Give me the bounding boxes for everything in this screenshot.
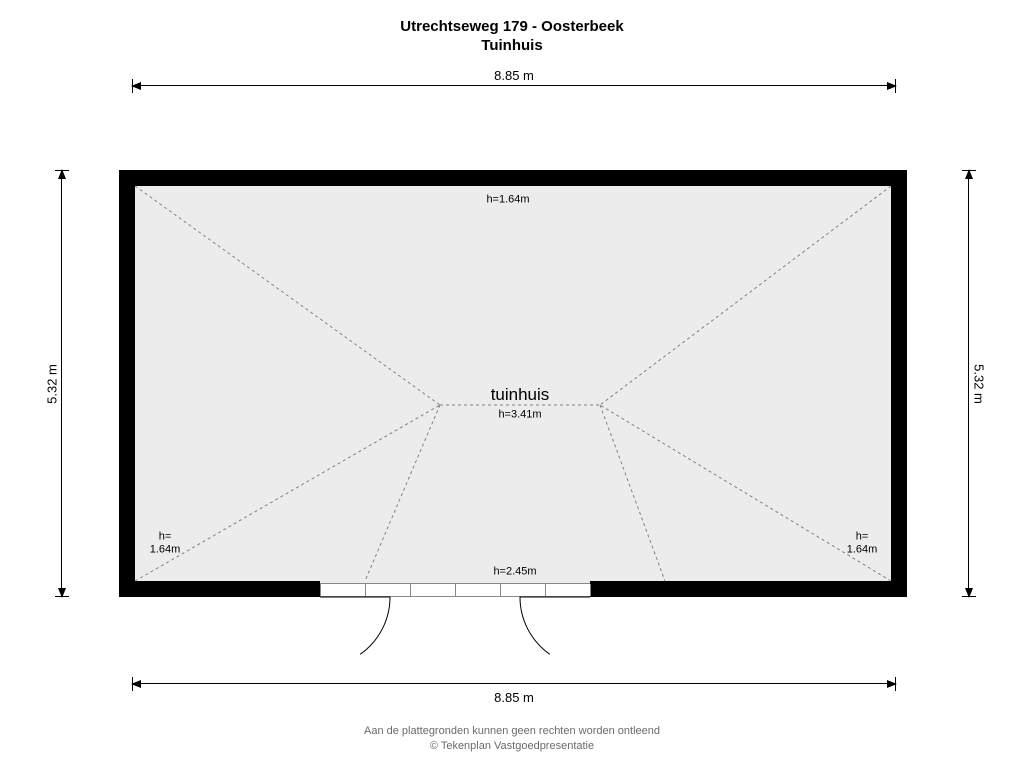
footer-line1: Aan de plattegronden kunnen geen rechten…	[0, 724, 1024, 739]
footer-block: Aan de plattegronden kunnen geen rechten…	[0, 724, 1024, 754]
height-label-bottom-left: h=1.64m	[150, 530, 181, 555]
height-label-ridge: h=3.41m	[498, 409, 541, 422]
dimension-right-label: 5.32 m	[972, 360, 987, 408]
dimension-left: 5.32 m	[61, 170, 62, 597]
dimension-left-label: 5.32 m	[45, 360, 60, 408]
dimension-right: 5.32 m	[968, 170, 969, 597]
title-line2: Tuinhuis	[0, 37, 1024, 54]
height-label-top: h=1.64m	[486, 194, 529, 207]
door-panel	[320, 583, 590, 597]
height-label-door: h=2.45m	[493, 566, 536, 579]
building-interior	[135, 186, 891, 581]
dimension-bottom-label: 8.85 m	[490, 690, 538, 705]
room-label: tuinhuis	[491, 385, 550, 405]
title-block: Utrechtseweg 179 - Oosterbeek Tuinhuis	[0, 18, 1024, 54]
dimension-bottom: 8.85 m	[132, 683, 896, 684]
height-label-bottom-right: h=1.64m	[847, 530, 878, 555]
title-line1: Utrechtseweg 179 - Oosterbeek	[0, 18, 1024, 35]
footer-line2: © Tekenplan Vastgoedpresentatie	[0, 739, 1024, 754]
dimension-top: 8.85 m	[132, 85, 896, 86]
dimension-top-label: 8.85 m	[490, 68, 538, 83]
